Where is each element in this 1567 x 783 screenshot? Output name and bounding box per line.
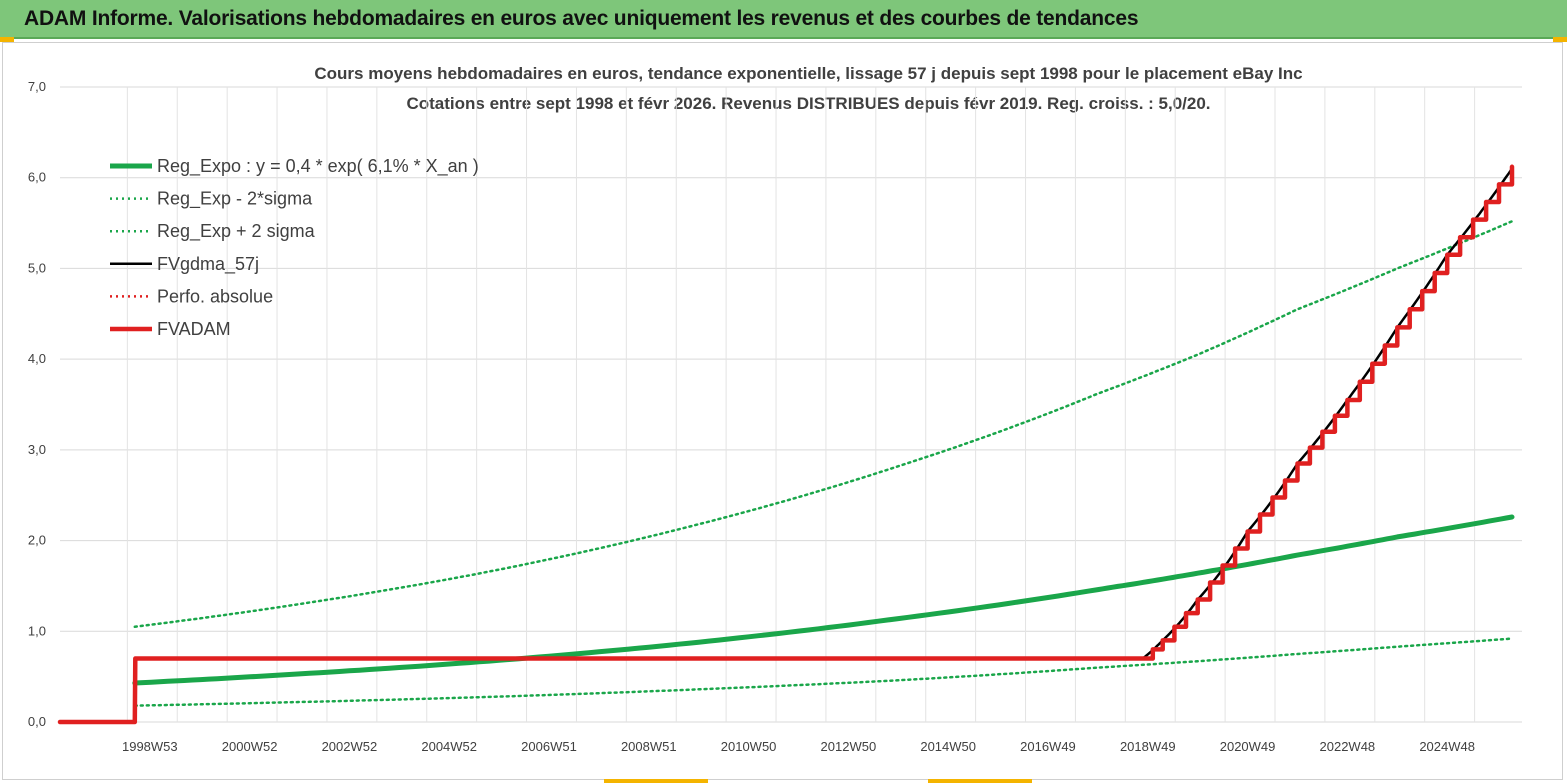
series-line-0: [132, 514, 1515, 686]
x-tick-label: 2020W49: [1220, 739, 1276, 754]
x-tick-label: 2002W52: [322, 739, 378, 754]
series-line-3: [58, 167, 1514, 724]
y-tick-label: 6,0: [28, 170, 46, 185]
y-tick-label: 7,0: [28, 79, 46, 94]
x-tick-label: 2018W49: [1120, 739, 1176, 754]
y-tick-label: 2,0: [28, 533, 46, 548]
x-tick-label: 2008W51: [621, 739, 677, 754]
legend-label: FVgdma_57j: [157, 254, 259, 275]
x-tick-label: 2024W48: [1419, 739, 1475, 754]
x-tick-label: 2016W49: [1020, 739, 1076, 754]
chart-frame: [2, 42, 1563, 780]
series-line-1: [133, 637, 1514, 707]
banner-left-marker: [0, 37, 14, 42]
legend-label: Reg_Exp - 2*sigma: [157, 189, 313, 210]
y-tick-label: 5,0: [28, 260, 46, 275]
x-tick-label: 2012W50: [821, 739, 877, 754]
x-tick-label: 2022W48: [1320, 739, 1376, 754]
x-tick-label: 2006W51: [521, 739, 577, 754]
x-tick-label: 2014W50: [920, 739, 976, 754]
legend-label: Reg_Exp + 2 sigma: [157, 221, 316, 242]
report-banner: ADAM Informe. Valorisations hebdomadaire…: [0, 0, 1567, 39]
chart-subtitle: Cotations entre sept 1998 et févr 2026. …: [406, 94, 1211, 113]
legend-label: FVADAM: [157, 319, 231, 339]
legend-label: Reg_Expo : y = 0,4 * exp( 6,1% * X_an ): [157, 156, 479, 177]
legend-label: Perfo. absolue: [157, 286, 273, 306]
y-tick-label: 4,0: [28, 351, 46, 366]
x-tick-label: 2000W52: [222, 739, 278, 754]
y-tick-label: 1,0: [28, 623, 46, 638]
banner-right-marker: [1553, 37, 1567, 42]
y-tick-label: 3,0: [28, 442, 46, 457]
banner-title: ADAM Informe. Valorisations hebdomadaire…: [24, 7, 1139, 30]
x-tick-label: 2004W52: [421, 739, 477, 754]
y-tick-label: 0,0: [28, 714, 46, 729]
series-line-2: [133, 220, 1514, 629]
x-tick-label: 1998W53: [122, 739, 178, 754]
bottom-marker: [928, 779, 1032, 783]
chart-title: Cours moyens hebdomadaires en euros, ten…: [314, 64, 1303, 83]
series-line-5: [57, 164, 1515, 725]
bottom-marker: [604, 779, 708, 783]
x-tick-label: 2010W50: [721, 739, 777, 754]
